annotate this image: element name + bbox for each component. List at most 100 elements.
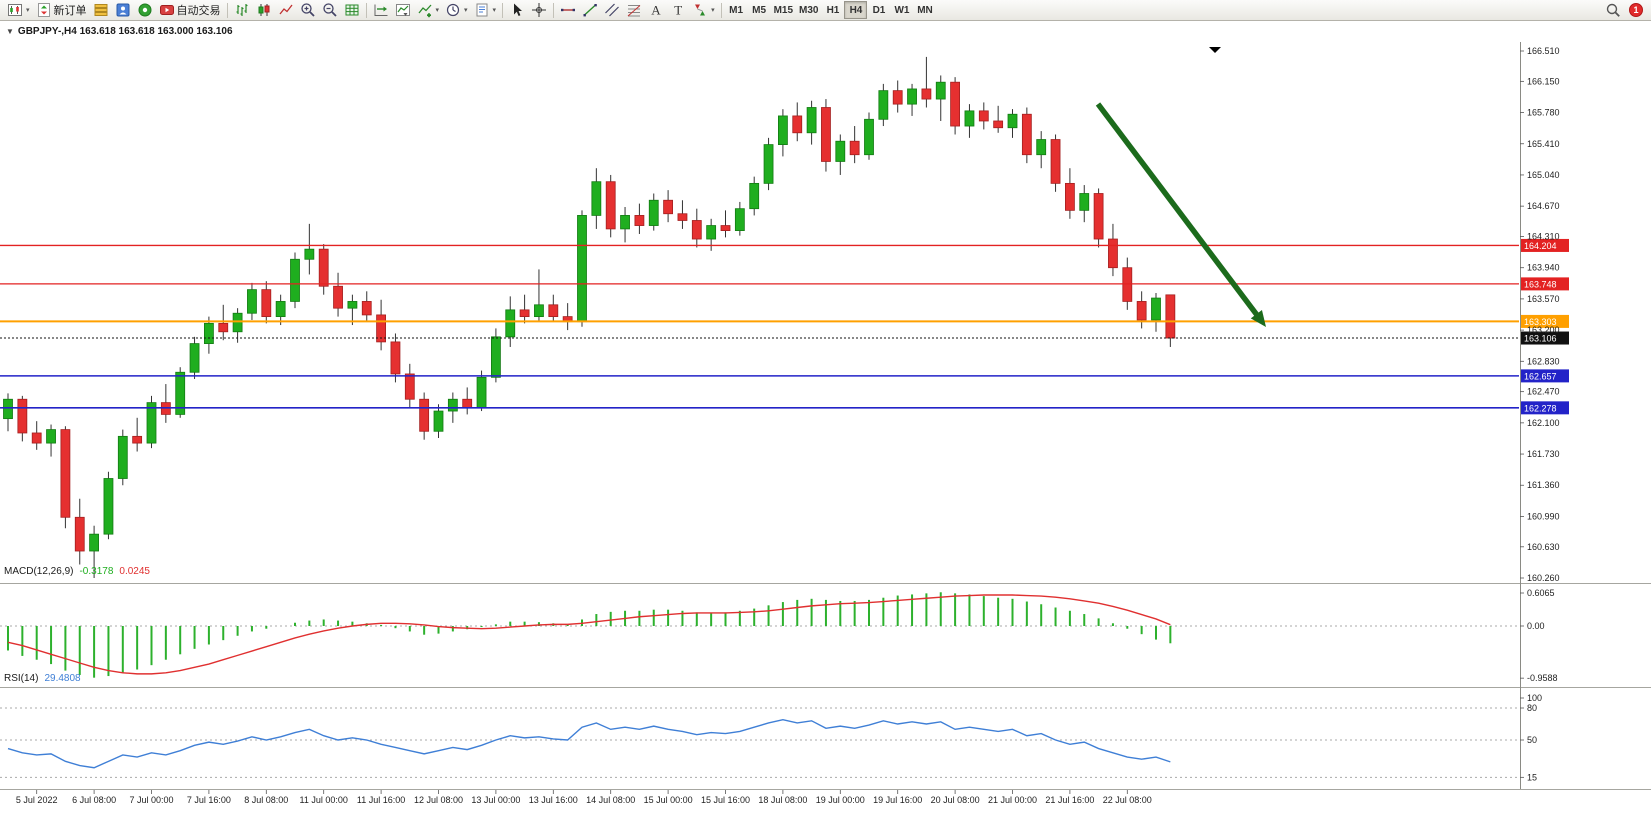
svg-text:162.278: 162.278 <box>1524 403 1557 413</box>
price-axis[interactable]: 166.510 166.150 165.780 165.410 165.040 164.6… <box>1520 46 1560 583</box>
zoom-out-icon <box>322 3 337 17</box>
crosshair-button[interactable] <box>528 1 550 20</box>
price-chart[interactable]: 164.204 163.748 163.303 163.106 162.657 162.2… <box>0 21 1651 830</box>
candle <box>720 225 731 232</box>
candle <box>3 398 13 420</box>
arrows-button[interactable]: ▾ <box>689 1 718 20</box>
panel-separators[interactable] <box>0 42 1651 790</box>
price-line-164.204[interactable]: 164.204 <box>0 238 1569 252</box>
svg-text:163.200: 163.200 <box>1527 325 1560 335</box>
price-line-162.657[interactable]: 162.657 <box>0 369 1569 383</box>
candle <box>907 88 917 105</box>
macd-indicator-label: MACD(12,26,9) -0.3178 0.0245 <box>4 566 150 577</box>
timeframe-h4-button[interactable]: H4 <box>844 1 868 19</box>
auto-scroll-button[interactable] <box>392 1 414 20</box>
search-button[interactable] <box>1602 1 1624 20</box>
candlestick-mode-button[interactable] <box>253 1 275 20</box>
svg-text:8 Jul 08:00: 8 Jul 08:00 <box>244 795 288 805</box>
zoom-in-button[interactable] <box>297 1 319 20</box>
templates-button[interactable]: ▾ <box>471 1 500 20</box>
macd-panel[interactable]: 0.6065 0.00 -0.9588 <box>0 588 1558 683</box>
cursor-button[interactable] <box>506 1 528 20</box>
new-order-label: 新订单 <box>53 5 87 17</box>
macd-signal-line <box>7 594 1171 675</box>
candle <box>792 115 803 134</box>
svg-text:165.040: 165.040 <box>1527 170 1560 180</box>
support-button[interactable] <box>134 1 156 20</box>
layers-icon <box>94 4 108 16</box>
text-button[interactable]: A <box>645 1 667 20</box>
price-line-162.278[interactable]: 162.278 <box>0 401 1569 415</box>
timeframe-m1-button[interactable]: M1 <box>725 1 748 19</box>
svg-text:11 Jul 16:00: 11 Jul 16:00 <box>357 795 405 805</box>
auto-trading-button[interactable]: 自动交易 <box>156 1 224 20</box>
timeframe-h1-button[interactable]: H1 <box>821 1 844 19</box>
price-line-163.748[interactable]: 163.748 <box>0 277 1569 291</box>
timeframe-m15-button[interactable]: M15 <box>771 1 796 19</box>
equidistant-channel-button[interactable] <box>601 1 623 20</box>
trendline-button[interactable] <box>579 1 601 20</box>
candle <box>1007 113 1018 129</box>
price-line-163.303[interactable]: 163.303 <box>0 314 1569 328</box>
svg-text:163.940: 163.940 <box>1527 263 1560 273</box>
toolbar: ▾ 新订单 自动交易 ▾ ▾ ▾ A T ▾ M1 M5 M15 M30 H1 H4 D1 W1 MN 1 <box>0 0 1651 21</box>
crosshair-icon <box>532 3 547 17</box>
candle <box>835 140 846 162</box>
toolbar-separator <box>553 2 555 18</box>
notifications-badge[interactable]: 1 <box>1629 3 1643 17</box>
text-label-button[interactable]: T <box>667 1 689 20</box>
charts-menu-button[interactable]: ▾ <box>4 1 33 20</box>
chevron-down-icon: ▾ <box>26 7 30 14</box>
timeframe-m30-button[interactable]: M30 <box>796 1 821 19</box>
candle <box>1136 301 1147 321</box>
tile-windows-button[interactable] <box>341 1 363 20</box>
svg-text:18 Jul 08:00: 18 Jul 08:00 <box>758 795 807 805</box>
svg-text:13 Jul 16:00: 13 Jul 16:00 <box>529 795 578 805</box>
navigator-button[interactable] <box>112 1 134 20</box>
market-watch-button[interactable] <box>90 1 112 20</box>
fibo-icon <box>627 5 641 17</box>
svg-text:164.204: 164.204 <box>1524 241 1557 251</box>
svg-text:0.00: 0.00 <box>1527 621 1545 631</box>
candle <box>993 120 1004 129</box>
indicators-button[interactable]: ▾ <box>414 1 443 20</box>
one-click-trading-arrow[interactable]: ▼ <box>6 27 14 36</box>
price-line-163.106[interactable]: 163.106 <box>0 331 1569 345</box>
svg-text:165.780: 165.780 <box>1527 108 1560 118</box>
candle <box>232 312 243 333</box>
candle <box>419 398 430 432</box>
candle <box>892 90 903 105</box>
candle <box>935 81 946 100</box>
fibonacci-button[interactable] <box>623 1 645 20</box>
line-chart-mode-button[interactable] <box>275 1 297 20</box>
svg-text:162.100: 162.100 <box>1527 418 1560 428</box>
candles-icon <box>258 4 270 16</box>
horizontal-line-button[interactable] <box>557 1 579 20</box>
toolbar-separator <box>502 2 504 18</box>
trend-arrow[interactable] <box>1095 102 1266 327</box>
chart-shift-marker[interactable] <box>1209 47 1221 53</box>
new-order-button[interactable]: 新订单 <box>33 1 90 20</box>
svg-text:21 Jul 00:00: 21 Jul 00:00 <box>988 795 1037 805</box>
chart-area[interactable]: 164.204 163.748 163.303 163.106 162.657 162.2… <box>0 21 1651 830</box>
timeframe-m5-button[interactable]: M5 <box>748 1 771 19</box>
svg-text:15 Jul 00:00: 15 Jul 00:00 <box>644 795 693 805</box>
candle <box>921 88 932 100</box>
candle <box>304 248 315 260</box>
zoom-out-button[interactable] <box>319 1 341 20</box>
arrows-icon <box>695 4 706 16</box>
timeframe-mn-button[interactable]: MN <box>913 1 936 19</box>
candle <box>691 220 702 240</box>
macd-signal-value: 0.0245 <box>119 566 150 577</box>
periods-button[interactable]: ▾ <box>442 1 471 20</box>
candle <box>648 199 659 226</box>
price-tag <box>1521 277 1569 291</box>
chart-shift-button[interactable] <box>370 1 392 20</box>
candles[interactable] <box>3 56 1176 578</box>
bar-chart-mode-button[interactable] <box>231 1 253 20</box>
autotrade-icon <box>159 5 174 15</box>
time-axis[interactable]: 5 Jul 2022 6 Jul 08:00 7 Jul 00:00 7 Jul 16… <box>16 790 1152 805</box>
timeframe-w1-button[interactable]: W1 <box>890 1 913 19</box>
timeframe-d1-button[interactable]: D1 <box>867 1 890 19</box>
